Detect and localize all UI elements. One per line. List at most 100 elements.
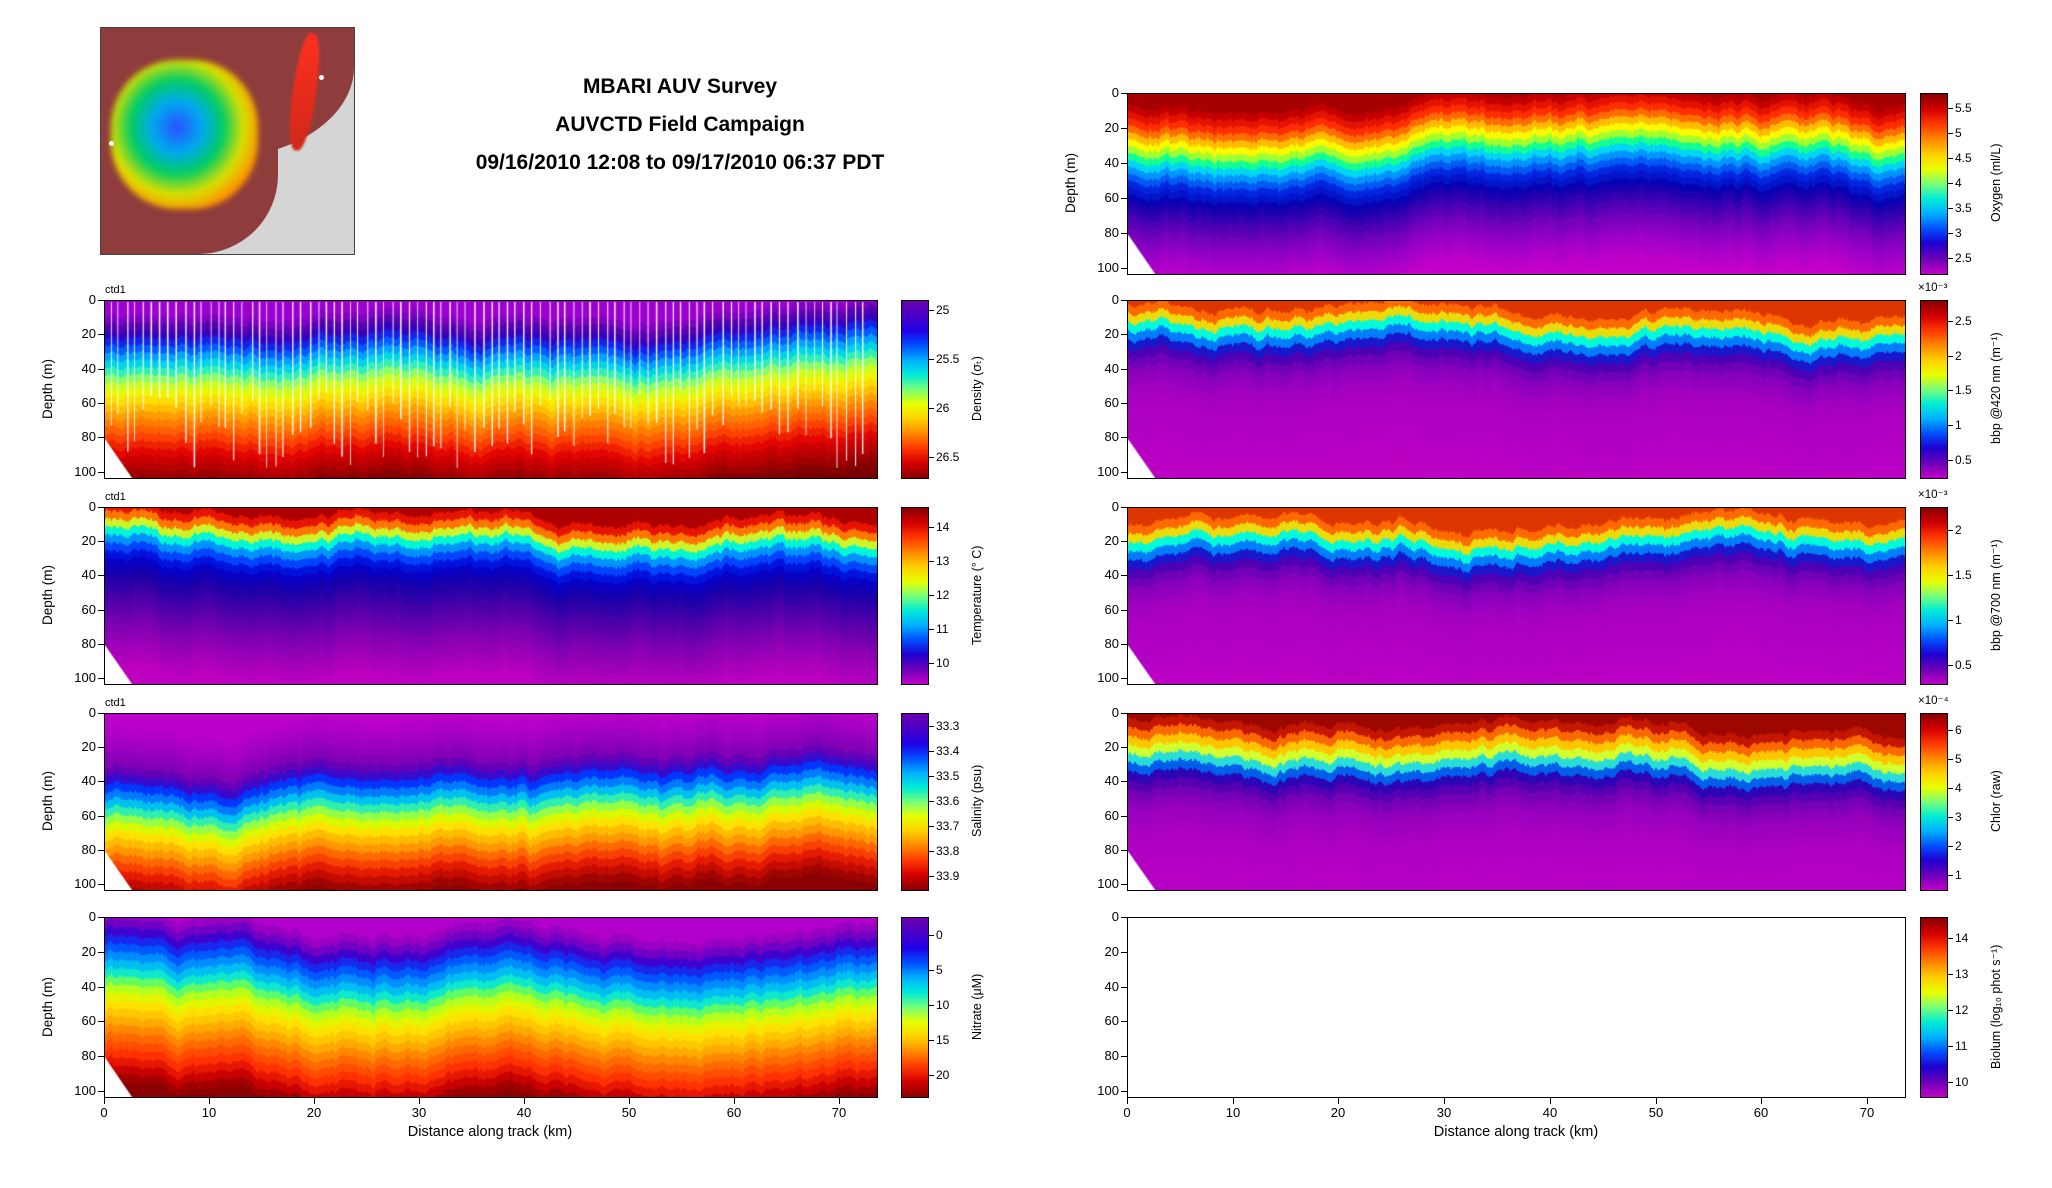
chlor-ytick-mark [1121,816,1127,817]
title-line-3: 09/16/2010 12:08 to 09/17/2010 06:37 PDT [475,151,885,174]
density-cbtick-mark [929,310,934,311]
temperature-corner-label: ctd1 [105,491,126,503]
salinity-cbtick-mark [929,826,934,827]
biolum-cbtick-label: 14 [1955,931,1969,945]
biolum-cbtick-mark [1948,938,1953,939]
bbp420-cb-exponent: ×10⁻³ [1918,282,1948,294]
oxygen-ytick-mark [1121,163,1127,164]
temperature-ytick-label: 80 [81,636,96,651]
title-line-1: MBARI AUV Survey [582,75,778,98]
bbp700-cbtick-label: 1.5 [1955,568,1972,582]
temperature-cbtick-mark [929,629,934,630]
bbp420-ytick-mark [1121,334,1127,335]
biolum-ytick-mark [1121,1091,1127,1092]
bbp700-cbtick-label: 1 [1955,613,1962,627]
oxygen-ytick-label: 80 [1104,225,1119,240]
salinity-cbtick-label: 33.7 [936,819,960,833]
chlor-cbtick-mark [1948,759,1953,760]
temperature-cbtick-label: 11 [936,622,949,636]
chlor-ytick-label: 40 [1104,773,1119,788]
nitrate-xtick-label: 70 [831,1105,847,1120]
bbp700-ytick-label: 0 [1111,499,1119,514]
oxygen-ytick-mark [1121,268,1127,269]
density-cbtick-mark [929,457,934,458]
oxygen-cbtick-label: 3.5 [1955,201,1972,215]
bbp700-ytick-label: 80 [1104,636,1119,651]
density-cb-label: Density (σₜ) [970,356,984,421]
nitrate-xtick-mark [314,1098,315,1104]
density-cbtick-mark [929,408,934,409]
bbp420-cbtick-label: 1 [1955,418,1962,432]
bbp420-ytick-mark [1121,403,1127,404]
salinity-cbtick-mark [929,776,934,777]
chlor-ytick-mark [1121,850,1127,851]
oxygen-cb-label: Oxygen (ml/L) [1989,143,2003,223]
temperature-ytick-mark [98,541,104,542]
temperature-cbtick-mark [929,595,934,596]
oxygen-cbtick-mark [1948,208,1953,209]
chlor-ytick-label: 100 [1097,876,1119,891]
biolum-xtick-label: 40 [1542,1105,1558,1120]
density-ytick-label: 80 [81,429,96,444]
biolum-xtick-mark [1127,1098,1128,1104]
chlor-cbtick-mark [1948,846,1953,847]
salinity-ylabel: Depth (m) [40,771,55,832]
bbp700-ytick-mark [1121,678,1127,679]
bbp700-cbtick-label: 0.5 [1955,658,1972,672]
temperature-cbtick-label: 10 [936,656,950,670]
density-ytick-label: 20 [81,326,96,341]
nitrate-ytick-label: 20 [81,944,96,959]
bbp420-ytick-mark [1121,472,1127,473]
oxygen-ytick-label: 60 [1104,190,1119,205]
density-ytick-label: 40 [81,361,96,376]
chlor-cbtick-label: 4 [1955,781,1962,795]
nitrate-cbtick-label: 10 [936,998,950,1012]
biolum-ytick-mark [1121,987,1127,988]
salinity-ytick-label: 80 [81,842,96,857]
bbp420-ytick-mark [1121,369,1127,370]
biolum-xtick-mark [1444,1098,1445,1104]
temperature-ytick-mark [98,610,104,611]
density-cbtick-mark [929,359,934,360]
oxygen-ytick-label: 20 [1104,120,1119,135]
temperature-cbtick-mark [929,561,934,562]
biolum-cbtick-mark [1948,1010,1953,1011]
biolum-cbtick-mark [1948,974,1953,975]
chlor-ytick-label: 80 [1104,842,1119,857]
bbp700-cbtick-mark [1948,665,1953,666]
bbp700-cbtick-mark [1948,620,1953,621]
salinity-cbtick-label: 33.6 [936,794,960,808]
bbp700-ytick-label: 60 [1104,602,1119,617]
temperature-ytick-mark [98,507,104,508]
chlor-heatmap [1127,713,1906,891]
density-ytick-mark [98,472,104,473]
bbp420-cbtick-label: 2.5 [1955,314,1972,328]
density-cbtick-label: 25 [936,303,950,317]
density-cbtick-label: 26.5 [936,450,960,464]
salinity-ytick-mark [98,713,104,714]
nitrate-ytick-mark [98,1091,104,1092]
chlor-colorbar [1920,713,1948,891]
salinity-ytick-label: 40 [81,773,96,788]
density-corner-label: ctd1 [105,284,126,296]
temperature-cbtick-label: 13 [936,554,950,568]
bbp420-cbtick-label: 0.5 [1955,453,1972,467]
bbp700-cb-exponent: ×10⁻³ [1918,489,1948,501]
salinity-cb-label: Salinity (psu) [970,764,984,838]
salinity-ytick-mark [98,747,104,748]
mooring-dot-1 [318,75,324,81]
nitrate-cbtick-label: 20 [936,1068,950,1082]
bbp700-colorbar [1920,507,1948,685]
chlor-cb-label: Chlor (raw) [1989,770,2003,832]
salinity-ytick-mark [98,850,104,851]
salinity-ytick-label: 20 [81,739,96,754]
oxygen-cbtick-label: 5 [1955,126,1962,140]
nitrate-ytick-mark [98,987,104,988]
salinity-cbtick-mark [929,751,934,752]
chlor-cbtick-mark [1948,788,1953,789]
nitrate-ytick-mark [98,1021,104,1022]
nitrate-xtick-mark [524,1098,525,1104]
biolum-xtick-mark [1550,1098,1551,1104]
figure-title: MBARI AUV Survey AUVCTD Field Campaign 0… [300,68,1060,182]
